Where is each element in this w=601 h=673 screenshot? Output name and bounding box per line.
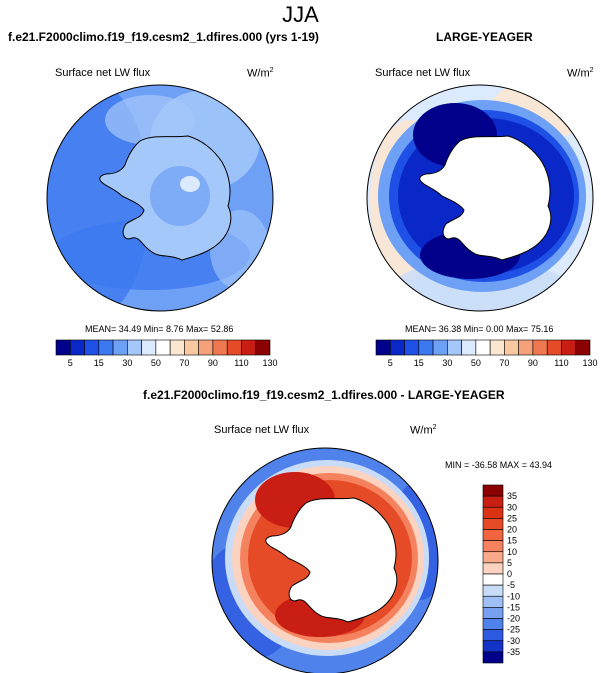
obs-colorbar-tick-label: 70 [499, 358, 509, 368]
obs-panel-title: LARGE-YEAGER [436, 30, 533, 44]
model-colorbar-swatch [141, 339, 157, 356]
model-colorbar-swatch [255, 339, 271, 356]
obs-colorbar-tick-label: 90 [528, 358, 538, 368]
model-colorbar-swatch [55, 339, 71, 356]
season-title: JJA [282, 2, 319, 27]
diff-colorbar-tick-label: 30 [507, 502, 517, 512]
obs-colorbar-swatch [447, 339, 462, 356]
obs-colorbar-swatch [575, 339, 591, 356]
model-units-label: W/m2 [247, 67, 274, 80]
model-colorbar-swatch [84, 339, 100, 356]
model-colorbar-swatch [184, 339, 199, 356]
model-colorbar-tick-label: 50 [151, 358, 161, 368]
obs-variable-label: Surface net LW flux [375, 67, 471, 79]
obs-colorbar-swatch [375, 339, 391, 356]
diff-colorbar-tick-label: -25 [507, 625, 520, 635]
diff-map [211, 447, 439, 673]
model-colorbar-tick-label: 70 [179, 358, 189, 368]
obs-colorbar-swatch [389, 339, 405, 356]
diff-colorbar-swatch [482, 551, 504, 564]
obs-colorbar-swatch [404, 339, 420, 356]
obs-colorbar-swatch [532, 339, 548, 356]
diff-colorbar-tick-label: 0 [507, 569, 512, 579]
diff-colorbar-tick-label: 25 [507, 513, 517, 523]
obs-map [366, 84, 594, 312]
obs-colorbar-swatch [432, 339, 448, 356]
obs-colorbar-tick-label: 110 [554, 358, 568, 368]
model-colorbar-tick-label: 130 [262, 358, 277, 368]
model-colorbar-tick-label: 90 [208, 358, 218, 368]
diff-colorbar-tick-label: 20 [507, 525, 517, 535]
model-colorbar-tick-label: 30 [122, 358, 132, 368]
model-map [46, 84, 274, 312]
obs-colorbar-swatch [504, 339, 519, 356]
obs-colorbar-swatch [546, 339, 562, 356]
diff-stats: MIN = -36.58 MAX = 43.94 [445, 460, 553, 470]
diff-colorbar-swatch [482, 484, 504, 497]
model-colorbar-swatch [112, 339, 128, 356]
diff-colorbar-swatch [482, 518, 504, 530]
model-colorbar-tick-label: 5 [68, 358, 73, 368]
obs-units-label: W/m2 [567, 67, 594, 80]
model-variable-label: Surface net LW flux [55, 67, 151, 79]
model-colorbar-swatch [169, 339, 185, 356]
diff-colorbar-tick-label: 15 [507, 536, 517, 546]
diff-colorbar-tick-label: -20 [507, 614, 520, 624]
obs-colorbar-tick-label: 30 [442, 358, 452, 368]
diff-colorbar-swatch [482, 607, 504, 619]
diff-colorbar-swatch [482, 640, 504, 653]
diff-colorbar-swatch [482, 540, 504, 553]
obs-colorbar-swatch [418, 339, 434, 356]
diff-colorbar-tick-label: -15 [507, 602, 520, 612]
diff-variable-label: Surface net LW flux [214, 424, 310, 436]
diff-colorbar-swatch [482, 506, 504, 519]
obs-stats: MEAN= 36.38 Min= 0.00 Max= 75.16 [405, 324, 554, 334]
diff-units-label: W/m2 [410, 424, 437, 437]
obs-colorbar-tick-label: 15 [414, 358, 424, 368]
diff-colorbar-swatch [482, 562, 504, 575]
diff-colorbar-tick-label: 35 [507, 491, 517, 501]
obs-colorbar-tick-label: 5 [388, 358, 393, 368]
model-stats: MEAN= 34.49 Min= 8.76 Max= 52.86 [85, 324, 234, 334]
diff-colorbar-swatch [482, 529, 504, 541]
diff-colorbar-swatch [482, 584, 504, 597]
obs-colorbar-tick-label: 130 [582, 358, 597, 368]
diff-colorbar-tick-label: 10 [507, 547, 517, 557]
model-panel-title: f.e21.F2000climo.f19_f19.cesm2_1.dfires.… [8, 30, 319, 44]
model-colorbar-swatch [226, 339, 242, 356]
diff-colorbar-swatch [482, 595, 504, 608]
diff-colorbar-swatch [482, 629, 504, 642]
diff-colorbar-tick-label: -35 [507, 647, 520, 657]
diff-colorbar-swatch [482, 495, 504, 508]
obs-colorbar-swatch [561, 339, 577, 356]
obs-colorbar-swatch [475, 339, 491, 356]
diff-colorbar-swatch [482, 651, 504, 664]
model-colorbar-swatch [127, 339, 142, 356]
obs-colorbar-swatch [518, 339, 534, 356]
model-colorbar-swatch [198, 339, 214, 356]
diff-colorbar-tick-label: -10 [507, 591, 520, 601]
model-colorbar-swatch [69, 339, 85, 356]
diff-colorbar-tick-label: -5 [507, 580, 515, 590]
diff-colorbar-tick-label: -30 [507, 636, 520, 646]
obs-colorbar-swatch [461, 339, 477, 356]
model-colorbar: 5 15 30 50 70 90 110 130 [55, 339, 278, 368]
diff-colorbar-swatch [482, 618, 504, 630]
model-colorbar-swatch [212, 339, 228, 356]
obs-colorbar-tick-label: 50 [471, 358, 481, 368]
model-colorbar-tick-label: 110 [234, 358, 248, 368]
diff-colorbar-tick-label: 5 [507, 558, 512, 568]
diff-colorbar-swatch [482, 573, 504, 586]
diff-panel-title: f.e21.F2000climo.f19_f19.cesm2_1.dfires.… [143, 388, 505, 402]
obs-colorbar: 5 15 30 50 70 90 110 130 [375, 339, 598, 368]
model-colorbar-swatch [155, 339, 171, 356]
model-colorbar-tick-label: 15 [94, 358, 104, 368]
model-colorbar-swatch [98, 339, 114, 356]
obs-colorbar-swatch [489, 339, 505, 356]
model-colorbar-swatch [241, 339, 257, 356]
